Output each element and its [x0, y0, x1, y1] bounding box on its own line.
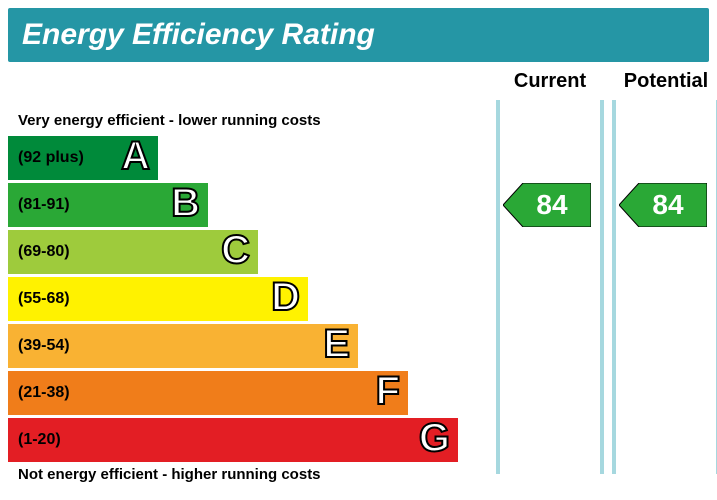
- column-current: [496, 100, 604, 474]
- potential-rating-arrow: 84: [619, 183, 707, 227]
- band-bar: (69-80) C: [8, 230, 258, 274]
- caption-efficient: Very energy efficient - lower running co…: [18, 112, 321, 129]
- band-range-label: (92 plus): [18, 149, 84, 167]
- band-range-label: (69-80): [18, 243, 70, 261]
- band-letter: E: [323, 322, 350, 367]
- band-letter: B: [171, 181, 200, 226]
- column-potential: [612, 100, 717, 474]
- band-range-label: (55-68): [18, 290, 70, 308]
- rating-band-b: (81-91) B: [8, 183, 458, 227]
- rating-band-c: (69-80) C: [8, 230, 458, 274]
- caption-inefficient: Not energy efficient - higher running co…: [18, 466, 321, 483]
- rating-bands: (92 plus)A(81-91)B(69-80)C(55-68)D(39-54…: [8, 136, 458, 465]
- rating-band-d: (55-68) D: [8, 277, 458, 321]
- band-letter: G: [419, 416, 450, 461]
- band-letter: F: [376, 369, 400, 414]
- band-bar: (55-68) D: [8, 277, 308, 321]
- current-rating-arrow: 84: [503, 183, 591, 227]
- band-bar: (21-38) F: [8, 371, 408, 415]
- band-bar: (81-91) B: [8, 183, 208, 227]
- epc-chart: Energy Efficiency Rating Current Potenti…: [0, 0, 717, 500]
- chart-title: Energy Efficiency Rating: [8, 8, 709, 62]
- column-header-current: Current: [496, 70, 604, 93]
- chart-body: Current Potential Very energy efficient …: [8, 70, 709, 490]
- rating-band-f: (21-38) F: [8, 371, 458, 415]
- rating-band-g: (1-20) G: [8, 418, 458, 462]
- band-letter: A: [121, 134, 150, 179]
- band-bar: (92 plus) A: [8, 136, 158, 180]
- rating-band-e: (39-54) E: [8, 324, 458, 368]
- band-letter: C: [221, 228, 250, 273]
- band-range-label: (21-38): [18, 384, 70, 402]
- rating-band-a: (92 plus) A: [8, 136, 458, 180]
- band-range-label: (81-91): [18, 196, 70, 214]
- band-letter: D: [271, 275, 300, 320]
- band-range-label: (39-54): [18, 337, 70, 355]
- band-bar: (1-20) G: [8, 418, 458, 462]
- column-header-potential: Potential: [612, 70, 717, 93]
- band-range-label: (1-20): [18, 431, 61, 449]
- band-bar: (39-54) E: [8, 324, 358, 368]
